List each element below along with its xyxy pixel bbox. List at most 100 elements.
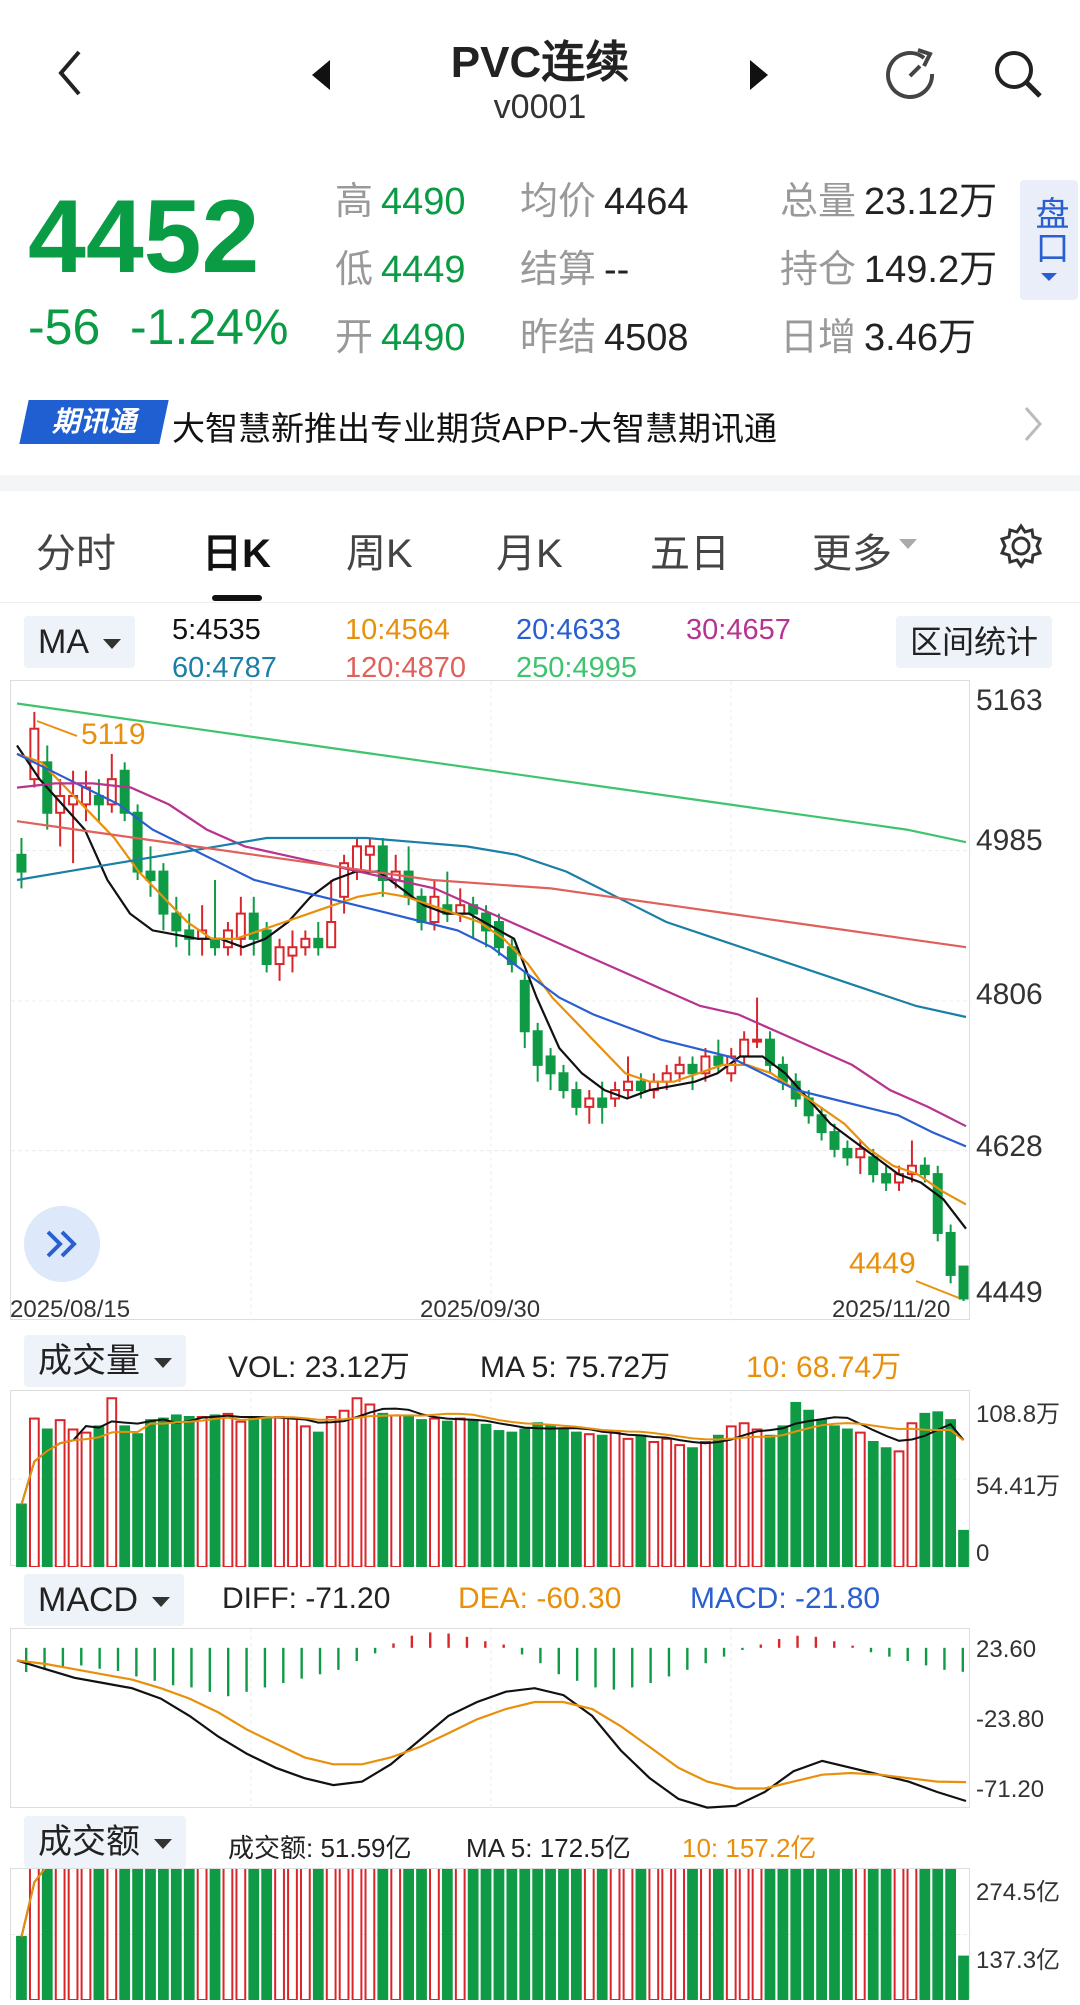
volume-chart [11,1391,971,1568]
tab-4[interactable]: 五日 [650,532,730,576]
ma10-line [20,1412,965,1505]
quote-summary: 4452 -56 -1.24% 盘口 [0,150,1080,355]
bar [893,1450,905,1568]
indicator-selector[interactable]: MA [24,616,135,668]
bar [312,1834,324,2001]
stat-value: 4490 [381,317,466,359]
bar [725,1830,737,2002]
bar [622,1437,634,1568]
panel-button[interactable]: 盘口 [1020,180,1078,300]
page-title: PVC连续 [450,38,630,87]
bar [325,1416,337,1568]
stat-value: 149.2万 [864,249,998,291]
macd-y-tick: -23.80 [976,1706,1045,1733]
ad-banner[interactable]: 期讯通 大智慧新推出专业期货APP-大智慧期讯通 [0,380,1080,470]
candle [739,1031,750,1065]
bar [609,1431,621,1568]
bar [674,1444,686,1568]
search-icon[interactable] [990,46,1046,102]
bar [390,1815,402,2001]
amount-y-tick: 137.3亿 [976,1947,1061,1974]
candle [377,837,388,897]
last-price: 4452 [28,179,260,295]
bar [519,1428,531,1568]
bar [506,1836,518,2001]
stat-label: 高 [335,181,374,223]
bar [467,1822,479,2002]
prev-contract-icon[interactable] [308,58,334,92]
volume-panel[interactable] [10,1390,971,1568]
expand-button[interactable] [24,1206,100,1282]
volume-selector[interactable]: 成交量 [24,1335,186,1387]
volume-y-tick: 54.41万 [976,1473,1061,1500]
vol-ma10: 10: 68.74万 [746,1351,902,1384]
kline-panel[interactable]: 5119 4449 [10,680,971,1321]
candle [145,846,156,897]
bar [54,1822,66,2002]
bar [596,1434,608,1568]
caret-down-icon [1041,273,1057,281]
bar [158,1417,169,1568]
candle [300,930,311,956]
bar [738,1422,750,1568]
bar [67,1830,79,2002]
tab-1[interactable]: 日K [202,532,271,576]
settings-gear-icon[interactable] [996,521,1046,571]
candle [339,854,350,914]
candle [416,888,427,931]
bar [145,1419,156,1568]
macd-selector[interactable]: MACD [24,1574,185,1626]
candle [55,779,66,847]
ma-line-60 [16,836,967,1019]
stat-value: 4508 [604,317,689,359]
amount-panel[interactable] [10,1788,971,2002]
bar [287,1819,298,2001]
bar [299,1425,311,1568]
bar [170,1813,182,2001]
bar [945,1419,957,1568]
candle [764,1031,775,1074]
bar [261,1417,273,1568]
bar [390,1414,402,1568]
amount-selector[interactable]: 成交额 [24,1816,186,1868]
bar [119,1425,131,1568]
candle [945,1224,956,1284]
bar [816,1419,827,1568]
bar [299,1826,311,2001]
tab-3[interactable]: 月K [496,532,563,576]
amount-ma5: MA 5: 172.5亿 [466,1833,631,1863]
bar [932,1411,944,1568]
kline-y-tick: 4985 [976,824,1043,857]
bar [196,1818,208,2001]
bar [454,1819,466,2001]
macd-panel[interactable] [10,1628,970,1809]
bar [28,1826,40,2001]
stat-value: 4464 [604,181,689,223]
tab-5[interactable]: 更多 [812,532,892,576]
candle [558,1064,569,1099]
quote-stat: 均价 4464 [520,170,689,225]
ma-line-250 [16,702,967,844]
interval-stats-button[interactable]: 区间统计 [896,616,1053,668]
bar [222,1412,234,1568]
bar [622,1844,634,2002]
candle [545,1048,556,1091]
refresh-icon[interactable] [880,44,940,104]
quote-stat: 高 4490 [335,170,466,225]
tab-0[interactable]: 分时 [36,532,116,576]
kline-x-tick: 2025/09/30 [420,1296,541,1323]
tab-2[interactable]: 周K [346,532,413,576]
amount-ma10: 10: 157.2亿 [682,1833,817,1863]
candle [261,922,272,973]
bar [16,1935,27,2001]
stat-label: 日增 [780,317,857,359]
back-icon[interactable] [55,48,85,98]
ma-legend-item: 60:4787 [172,652,277,684]
dea-line [16,1659,967,1790]
bar [454,1417,466,1568]
kline-x-tick: 2025/11/20 [832,1296,951,1323]
next-contract-icon[interactable] [746,58,772,92]
bar [777,1425,789,1568]
bar [183,1416,195,1568]
bar [570,1431,582,1568]
